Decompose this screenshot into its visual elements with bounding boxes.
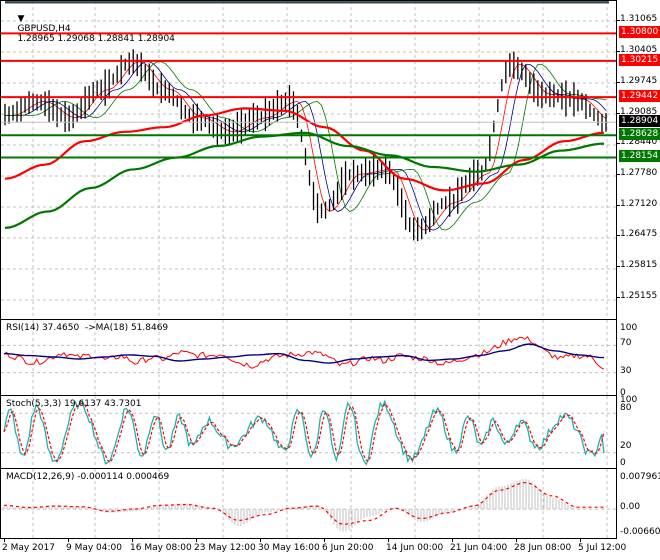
price-tick-label: 1.29745	[620, 75, 658, 86]
time-label: 28 Jun 08:00	[514, 543, 572, 553]
rsi-tick-label: 100	[620, 323, 638, 333]
stoch-axis: 100 80 20 0	[617, 395, 660, 469]
macd-plot	[1, 469, 616, 538]
price-level-tag-support: 1.28628	[619, 128, 660, 141]
time-label: 2 May 2017	[2, 543, 55, 553]
rsi-axis: 100 70 30 0	[617, 319, 660, 398]
price-tick	[617, 266, 620, 268]
rsi-plot	[1, 320, 616, 395]
time-label: 16 May 08:00	[130, 543, 192, 553]
price-tick	[617, 20, 620, 21]
price-tick	[617, 235, 620, 237]
time-label: 23 May 12:00	[194, 543, 256, 553]
price-tick-label: 1.30405	[620, 44, 658, 55]
symbol-label: GBPUSD,H4	[17, 24, 71, 34]
price-level-tag-resistance: 1.29442	[619, 90, 660, 103]
price-tick	[617, 81, 620, 83]
rsi-title: RSI(14) 37.4650 ->MA(18) 51.8469	[6, 323, 169, 333]
stoch-tick-label: 100	[620, 395, 638, 405]
price-axis[interactable]: 1.31065 1.30405 1.29745 1.29085 1.28440 1.277…	[617, 0, 660, 320]
time-label: 5 Jul 12:00	[578, 543, 627, 553]
stoch-plot	[1, 396, 616, 468]
time-label: 9 May 04:00	[66, 543, 122, 553]
price-tick	[617, 112, 620, 114]
time-tick	[132, 538, 133, 542]
chart-header: ▼ GBPUSD,H4 1.28965 1.29068 1.28841 1.28…	[6, 4, 175, 54]
rsi-tick-label: 30	[620, 365, 632, 376]
macd-title: MACD(12,26,9) -0.000114 0.000469	[6, 472, 170, 482]
time-tick	[452, 538, 453, 542]
price-tick-label: 1.27780	[620, 167, 658, 178]
time-tick	[516, 538, 517, 542]
macd-panel[interactable]: MACD(12,26,9) -0.000114 0.000469	[0, 468, 617, 539]
time-label: 21 Jun 04:00	[450, 543, 508, 553]
macd-axis: 0.007961 0.00 -0.006601	[617, 468, 660, 539]
triangle-down-icon[interactable]: ▼	[17, 14, 25, 24]
time-tick	[260, 538, 261, 542]
time-tick	[324, 538, 325, 542]
price-tick	[617, 173, 620, 175]
price-tick	[617, 50, 620, 52]
macd-tick-label: -0.006601	[620, 527, 660, 537]
price-tick	[617, 297, 620, 298]
stoch-tick-label: 80	[620, 403, 632, 414]
price-tick	[617, 204, 620, 206]
price-tick-label: 1.25155	[620, 291, 658, 301]
ohlc-values: 1.28965 1.29068 1.28841 1.28904	[17, 34, 175, 44]
price-chart-panel[interactable]: ▼ GBPUSD,H4 1.28965 1.29068 1.28841 1.28…	[0, 0, 617, 320]
time-axis[interactable]: 2 May 2017 9 May 04:00 16 May 08:00 23 May …	[0, 538, 660, 560]
macd-tick-label: 0.00	[620, 502, 641, 513]
price-tick-label: 1.28440	[620, 137, 658, 148]
time-label: 30 May 16:00	[258, 543, 320, 553]
price-plot	[1, 1, 616, 319]
price-level-tag-resistance: 1.30215	[619, 53, 660, 66]
time-tick	[388, 538, 389, 542]
time-tick	[196, 538, 197, 542]
price-tick-label: 1.25815	[620, 260, 658, 271]
price-tick-label: 1.26475	[620, 229, 658, 240]
stoch-panel[interactable]: Stoch(5,3,3) 19.6137 43.7301	[0, 395, 617, 469]
rsi-panel[interactable]: RSI(14) 37.4650 ->MA(18) 51.8469	[0, 319, 617, 396]
price-tick-label: 1.29085	[620, 106, 658, 117]
price-tick	[617, 143, 620, 145]
stoch-tick-label: 0	[620, 458, 626, 468]
time-tick	[4, 538, 5, 542]
price-level-tag-current: 1.28904	[619, 115, 660, 128]
price-level-tag-resistance: 1.30800	[619, 26, 660, 39]
price-tick-label: 1.27120	[620, 198, 658, 209]
time-tick	[68, 538, 69, 542]
stoch-tick-label: 20	[620, 440, 632, 451]
time-label: 6 Jun 20:00	[322, 543, 374, 553]
rsi-tick-label: 0	[620, 388, 626, 398]
price-tick-label: 1.31065	[620, 14, 658, 24]
time-label: 14 Jun 00:00	[386, 543, 444, 553]
price-level-tag-support: 1.28154	[619, 150, 660, 163]
time-tick	[580, 538, 581, 542]
stoch-title: Stoch(5,3,3) 19.6137 43.7301	[6, 399, 142, 409]
macd-tick-label: 0.007961	[620, 472, 660, 482]
rsi-tick-label: 70	[620, 338, 632, 349]
